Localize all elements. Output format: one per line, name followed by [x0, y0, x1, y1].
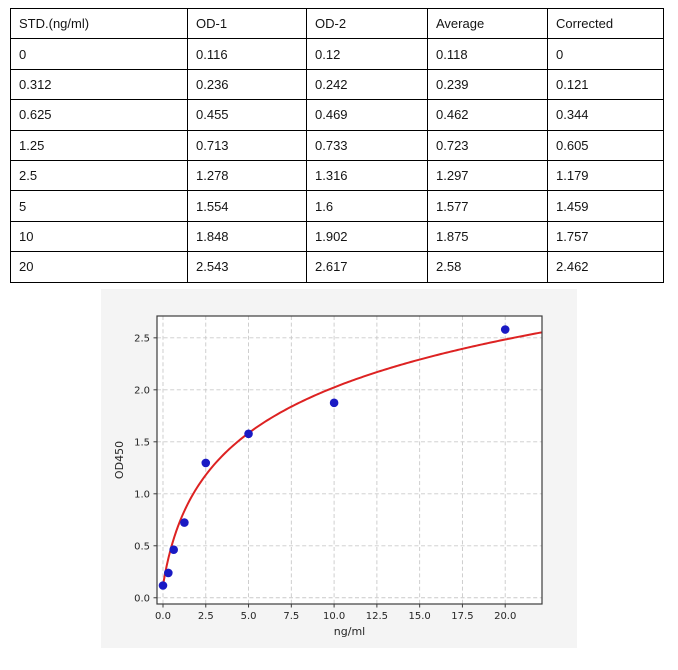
x-tick-label: 17.5 — [451, 611, 473, 622]
plot-border — [156, 315, 543, 605]
table-cell: 0 — [10, 38, 188, 70]
column-header: STD.(ng/ml) — [10, 7, 188, 40]
x-tick-label: 7.5 — [283, 611, 299, 622]
y-tick-label: 2.0 — [134, 385, 150, 396]
table-cell: 0.239 — [427, 68, 548, 101]
data-point — [500, 325, 510, 334]
plot-area — [157, 316, 542, 604]
table-row: 5 1.554 1.6 1.577 1.459 — [10, 190, 664, 222]
data-point — [201, 458, 211, 468]
table-cell: 2.5 — [10, 159, 188, 192]
table-cell: 1.297 — [427, 159, 548, 192]
table-cell: 0.116 — [187, 38, 307, 70]
data-point — [329, 398, 339, 408]
table-cell: 0.605 — [547, 129, 664, 161]
table-cell: 0 — [547, 38, 664, 70]
table-cell: 0.469 — [306, 99, 428, 131]
column-header: Corrected — [547, 7, 664, 40]
data-point — [169, 545, 178, 555]
table-cell: 0.236 — [187, 68, 307, 101]
table-cell: 0.242 — [306, 68, 428, 101]
table-cell: 0.118 — [427, 38, 548, 70]
table-cell: 0.462 — [427, 99, 548, 131]
y-tick-label: 2.5 — [134, 333, 150, 344]
table-cell: 0.625 — [10, 99, 188, 131]
table-cell: 2.58 — [427, 251, 548, 283]
table-cell: 0.713 — [187, 129, 307, 161]
table-cell: 1.179 — [547, 159, 664, 192]
table-cell: 1.25 — [10, 129, 188, 161]
table-row: 1.25 0.713 0.733 0.723 0.605 — [10, 129, 664, 161]
data-point — [158, 581, 168, 590]
y-axis-label: OD450 — [113, 441, 126, 479]
x-tick-label: 12.5 — [366, 611, 388, 622]
table-cell: 0.12 — [306, 38, 428, 70]
table-cell: 10 — [10, 220, 188, 253]
x-tick-label: 5.0 — [241, 611, 257, 622]
table-cell: 1.848 — [187, 220, 307, 253]
table-cell: 1.902 — [306, 220, 428, 253]
table-cell: 1.316 — [306, 159, 428, 192]
table-row: 20 2.543 2.617 2.58 2.462 — [10, 251, 664, 283]
table-cell: 1.459 — [547, 190, 664, 222]
y-tick-label: 1.0 — [134, 489, 150, 500]
table-cell: 0.723 — [427, 129, 548, 161]
table-head: STD.(ng/ml) OD-1 OD-2 Average Corrected — [10, 7, 664, 40]
table-row: 0.312 0.236 0.242 0.239 0.121 — [10, 68, 664, 101]
table-row: 10 1.848 1.902 1.875 1.757 — [10, 220, 664, 253]
x-axis-label: ng/ml — [334, 625, 365, 638]
table-cell: 5 — [10, 190, 188, 222]
table-row: 0.625 0.455 0.469 0.462 0.344 — [10, 99, 664, 131]
table-cell: 2.543 — [187, 251, 307, 283]
table-cell: 1.6 — [306, 190, 428, 222]
table-cell: 2.462 — [547, 251, 664, 283]
table-cell: 1.757 — [547, 220, 664, 253]
table-cell: 0.312 — [10, 68, 188, 101]
x-tick-label: 0.0 — [155, 611, 171, 622]
table-cell: 0.344 — [547, 99, 664, 131]
table-cell: 1.577 — [427, 190, 548, 222]
table-cell: 1.554 — [187, 190, 307, 222]
table-cell: 0.455 — [187, 99, 307, 131]
chart-canvas: 0.0 2.5 5.0 7.5 10.0 12.5 15.0 17.5 20.0 0.0 0.5 1.… — [101, 289, 577, 648]
x-tick-label: 2.5 — [198, 611, 214, 622]
column-header: Average — [427, 7, 548, 40]
table-cell: 2.617 — [306, 251, 428, 283]
table-body: 0 0.116 0.12 0.118 0 0.312 0.236 0.242 0.239 0.12… — [10, 38, 664, 283]
x-tick-label: 20.0 — [494, 611, 516, 622]
standard-curve-chart: 0.0 2.5 5.0 7.5 10.0 12.5 15.0 17.5 20.0 0.0 0.5 1.… — [101, 289, 577, 648]
x-tick-label: 15.0 — [409, 611, 431, 622]
column-header: OD-2 — [306, 7, 428, 40]
table-row: 2.5 1.278 1.316 1.297 1.179 — [10, 159, 664, 192]
data-point — [164, 568, 173, 578]
y-tick-label: 0.0 — [134, 593, 150, 604]
table-cell: 0.121 — [547, 68, 664, 101]
x-tick-label: 10.0 — [323, 611, 345, 622]
table-cell: 1.278 — [187, 159, 307, 192]
y-tick-label: 0.5 — [134, 541, 150, 552]
column-header: OD-1 — [187, 7, 307, 40]
data-point — [244, 429, 253, 439]
table-row: 0 0.116 0.12 0.118 0 — [10, 38, 664, 70]
table-cell: 20 — [10, 251, 188, 283]
table-cell: 0.733 — [306, 129, 428, 161]
y-tick-label: 1.5 — [134, 437, 150, 448]
table-cell: 1.875 — [427, 220, 548, 253]
data-point — [180, 518, 189, 527]
standards-table: STD.(ng/ml) OD-1 OD-2 Average Corrected 0 0.1… — [10, 7, 664, 283]
fit-curve-line — [161, 331, 543, 587]
table-header-row: STD.(ng/ml) OD-1 OD-2 Average Corrected — [10, 7, 664, 40]
